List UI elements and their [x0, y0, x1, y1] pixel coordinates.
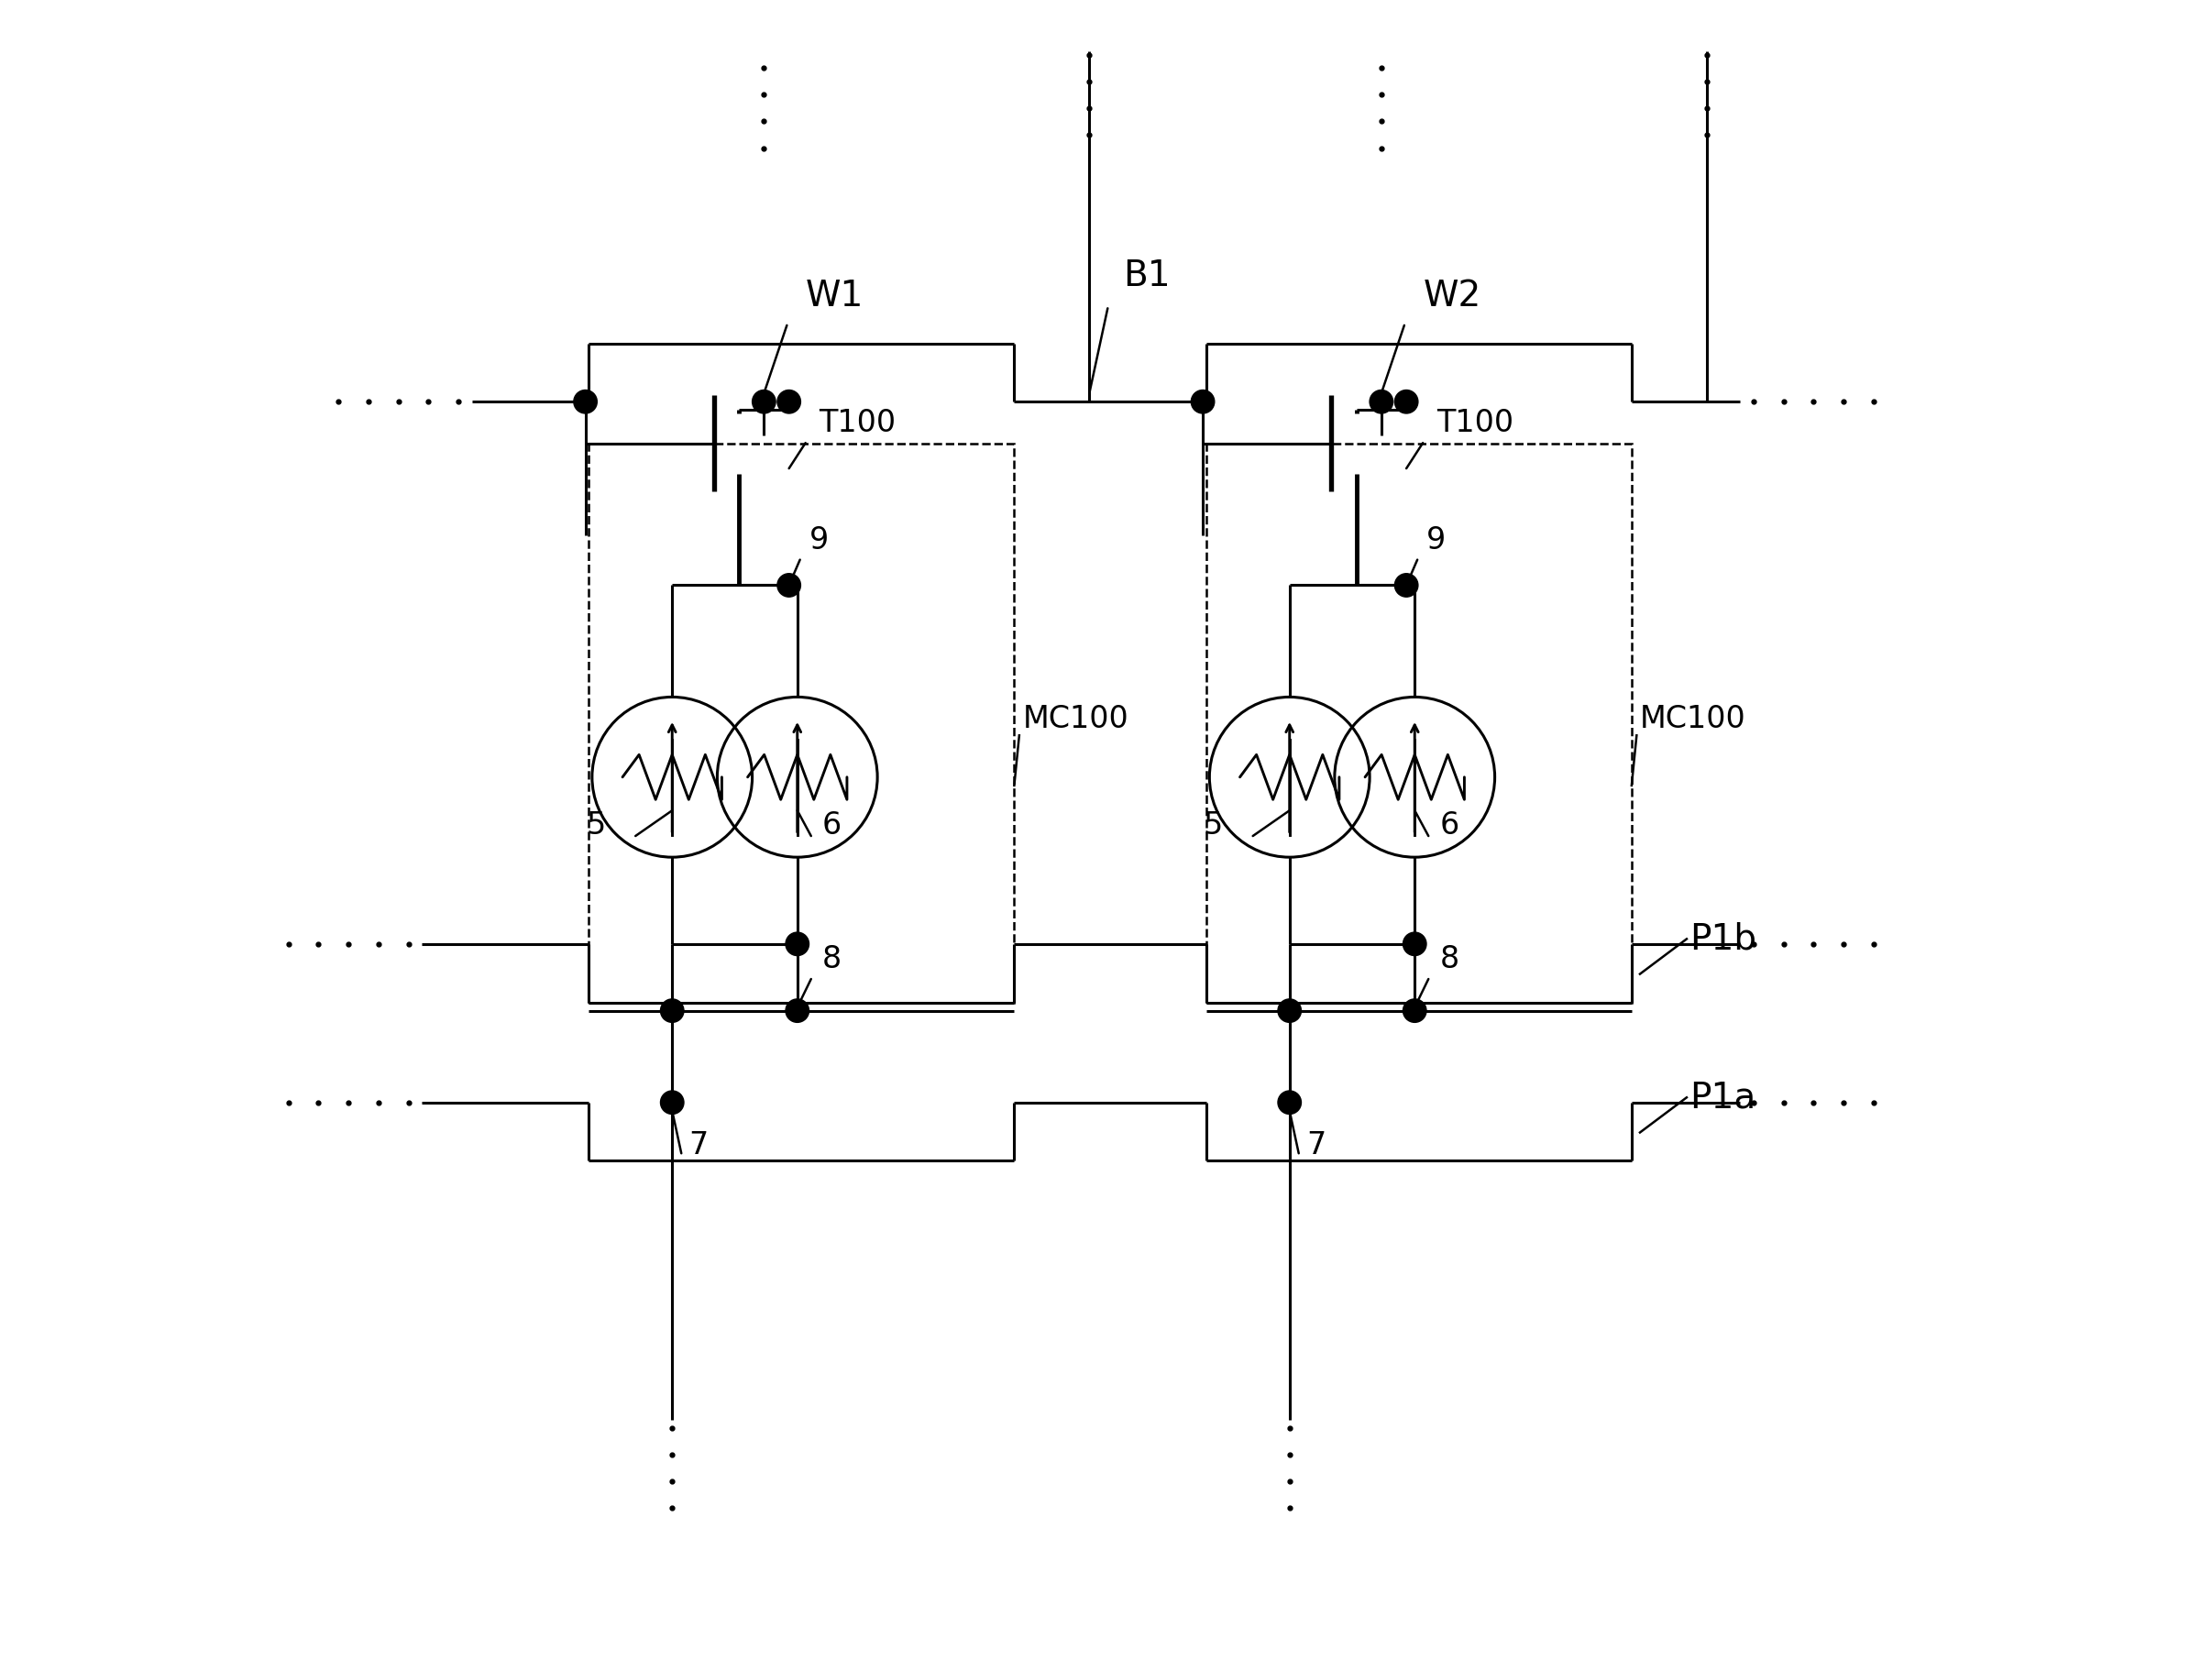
- Circle shape: [1190, 389, 1214, 413]
- Circle shape: [1279, 999, 1301, 1023]
- Text: 6: 6: [1440, 810, 1460, 841]
- Text: 7: 7: [688, 1131, 708, 1161]
- Text: 5: 5: [586, 810, 606, 841]
- Circle shape: [573, 389, 597, 413]
- Text: P1b: P1b: [1690, 921, 1756, 956]
- Text: W2: W2: [1422, 279, 1482, 312]
- Text: P1a: P1a: [1690, 1079, 1756, 1115]
- Circle shape: [785, 999, 810, 1023]
- Text: T100: T100: [818, 408, 896, 438]
- Circle shape: [1396, 573, 1418, 597]
- Text: MC100: MC100: [1639, 703, 1745, 734]
- Bar: [1206, 443, 1632, 1003]
- Text: 8: 8: [823, 944, 843, 974]
- Circle shape: [776, 389, 801, 413]
- Circle shape: [1369, 389, 1394, 413]
- Text: 9: 9: [1427, 525, 1447, 555]
- Text: 9: 9: [810, 525, 830, 555]
- Text: W1: W1: [805, 279, 863, 312]
- Circle shape: [1279, 1091, 1301, 1115]
- Circle shape: [776, 573, 801, 597]
- Circle shape: [1402, 999, 1427, 1023]
- Text: 6: 6: [823, 810, 843, 841]
- Circle shape: [661, 999, 684, 1023]
- Text: T100: T100: [1436, 408, 1513, 438]
- Text: MC100: MC100: [1022, 703, 1128, 734]
- Circle shape: [752, 389, 776, 413]
- Circle shape: [1396, 389, 1418, 413]
- Circle shape: [661, 1091, 684, 1115]
- Bar: [588, 443, 1015, 1003]
- Text: 7: 7: [1307, 1131, 1325, 1161]
- Circle shape: [1402, 932, 1427, 956]
- Circle shape: [785, 932, 810, 956]
- Text: 8: 8: [1440, 944, 1460, 974]
- Text: B1: B1: [1124, 259, 1170, 292]
- Text: 5: 5: [1203, 810, 1223, 841]
